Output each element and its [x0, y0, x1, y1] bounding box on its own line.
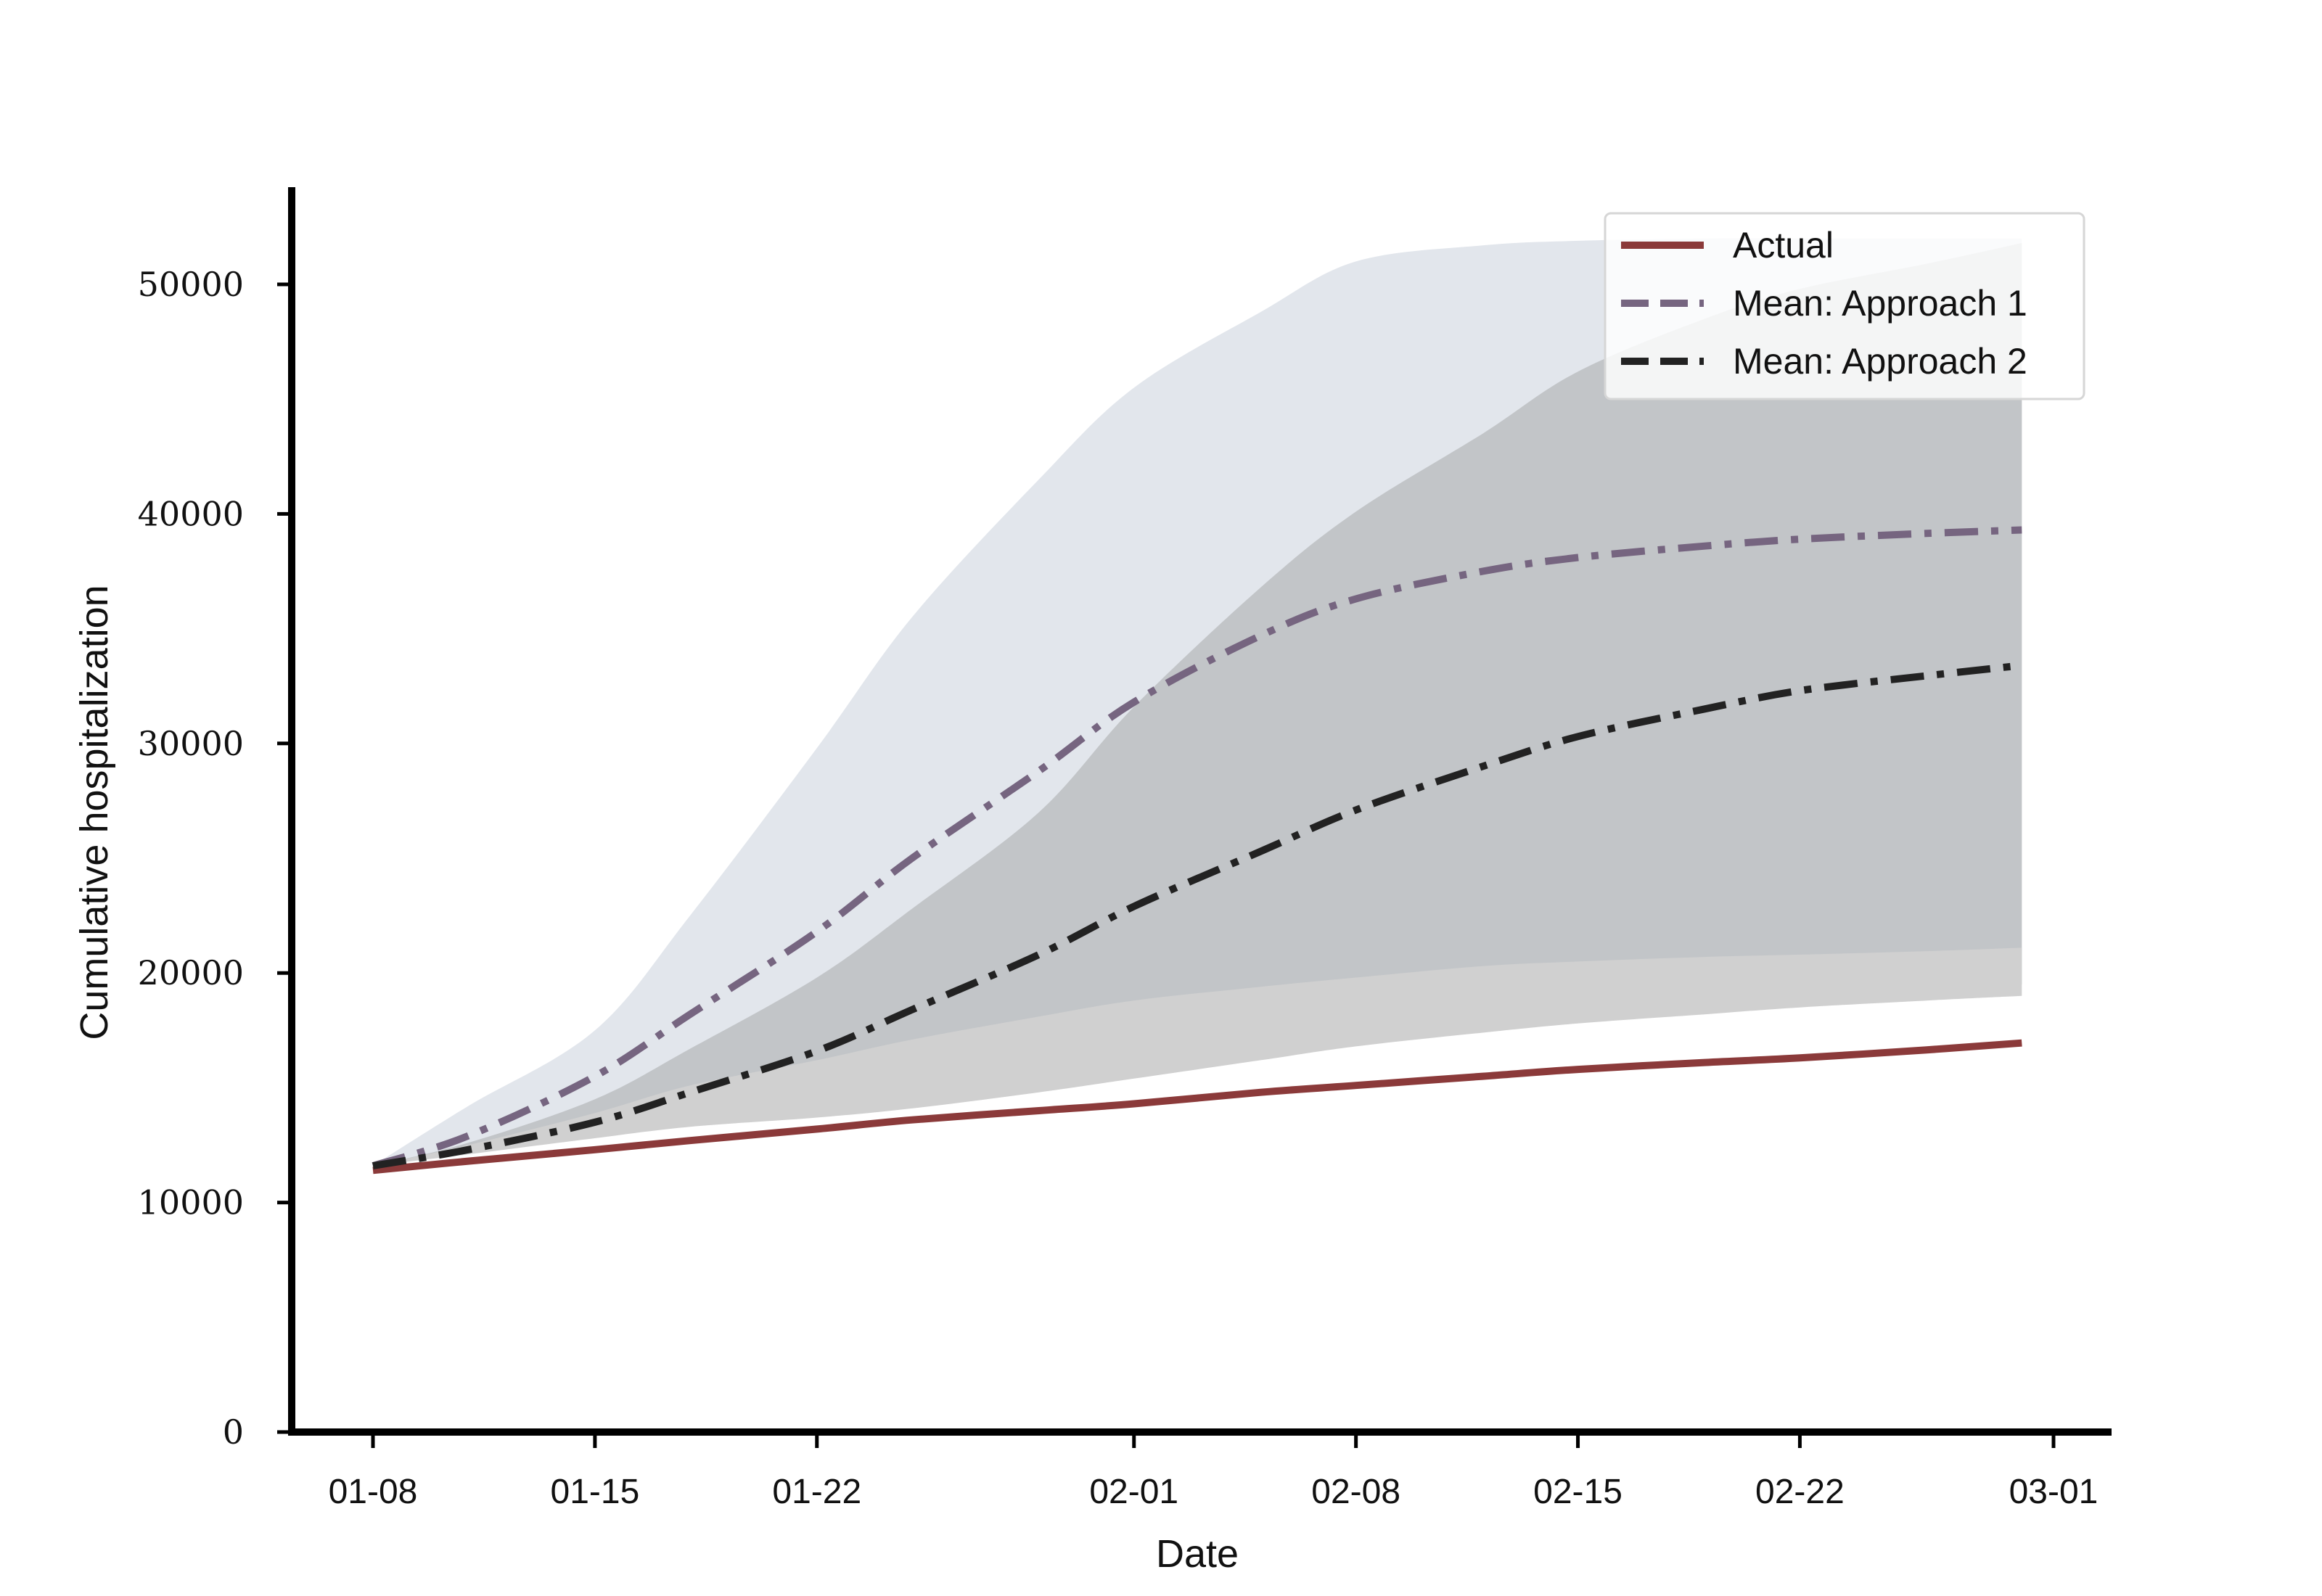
- axes: [288, 187, 2112, 1436]
- x-tick-label: 02-22: [1755, 1473, 1845, 1511]
- x-tick-label: 02-08: [1311, 1473, 1400, 1511]
- band-1: [373, 243, 2022, 1166]
- series-lines: [372, 526, 2022, 1175]
- legend: Actual Mean: Approach 1 Mean: Approach 2: [1604, 212, 2085, 400]
- x-tick-label: 01-08: [329, 1473, 418, 1511]
- y-ticks: 0 10000 20000 30000 40000 50000: [138, 265, 292, 1452]
- x-tick-label: 03-01: [2009, 1473, 2099, 1511]
- x-tick-label: 02-15: [1533, 1473, 1622, 1511]
- legend-label: Mean: Approach 2: [1733, 341, 2027, 382]
- y-tick-label: 20000: [138, 953, 244, 992]
- x-tick-label: 01-22: [772, 1473, 861, 1511]
- confidence-bands: [373, 238, 2022, 1166]
- y-tick-label: 50000: [138, 265, 244, 304]
- series-line-1: [372, 1039, 2022, 1175]
- legend-label: Mean: Approach 1: [1733, 283, 2027, 324]
- x-tick-label: 01-15: [551, 1473, 640, 1511]
- y-tick-label: 40000: [138, 494, 244, 533]
- y-axis-title: Cumulative hospitalization: [73, 585, 116, 1040]
- x-axis-title: Date: [1156, 1532, 1239, 1576]
- y-tick-label: 30000: [138, 724, 244, 763]
- y-tick-label: 0: [223, 1412, 244, 1452]
- x-ticks: 01-08 01-15 01-22 02-01 02-08 02-15 02-22 03-01: [329, 1432, 2099, 1511]
- legend-label: Actual: [1733, 225, 1834, 266]
- y-tick-label: 10000: [138, 1183, 244, 1222]
- series-line-2: [372, 526, 2022, 1169]
- series-line-3: [372, 662, 2022, 1169]
- x-tick-label: 02-01: [1089, 1473, 1178, 1511]
- legend-box: [1604, 212, 2085, 400]
- band-2: [373, 947, 2022, 1166]
